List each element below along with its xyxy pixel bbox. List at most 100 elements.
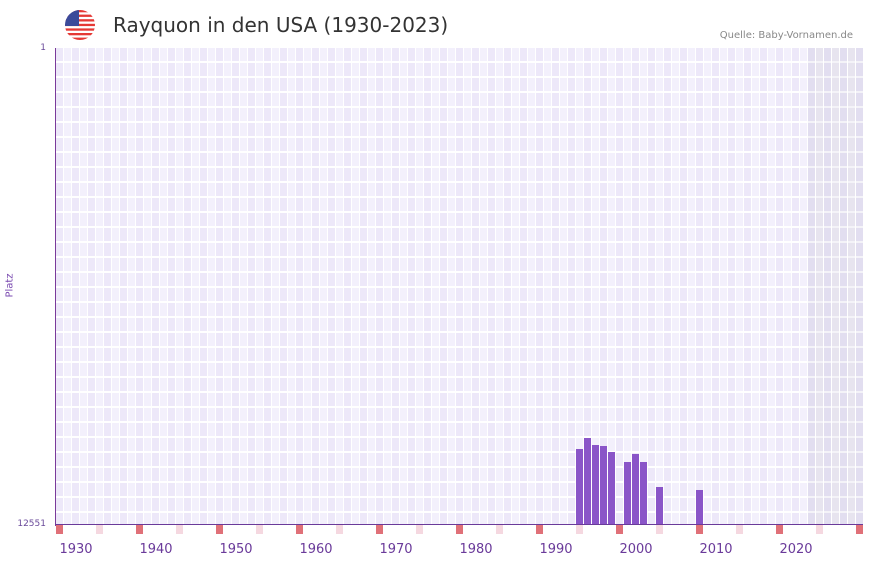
grid-column: [160, 48, 167, 525]
grid-column: [648, 48, 655, 525]
x-tick-label: 1990: [539, 542, 573, 557]
grid-column: [80, 48, 87, 525]
x-tick-label: 1930: [59, 542, 93, 557]
grid-column: [248, 48, 255, 525]
grid-column: [760, 48, 767, 525]
grid-column: [800, 48, 807, 525]
bar-2003[interactable]: [656, 486, 663, 525]
bar-1997[interactable]: [608, 451, 615, 525]
grid-column: [848, 48, 855, 525]
grid-column: [72, 48, 79, 525]
grid-column: [152, 48, 159, 525]
grid-column: [208, 48, 215, 525]
grid-column: [808, 48, 815, 525]
grid-column: [544, 48, 551, 525]
grid-column: [736, 48, 743, 525]
grid-column: [816, 48, 823, 525]
grid-column: [288, 48, 295, 525]
x-tick-label: 2020: [779, 542, 813, 557]
bar-1993[interactable]: [576, 448, 583, 525]
year-marker: [576, 525, 583, 534]
grid-column: [328, 48, 335, 525]
grid-column: [504, 48, 511, 525]
y-axis-label: Platz: [4, 273, 16, 298]
grid-column: [576, 48, 583, 525]
bar-2000[interactable]: [632, 454, 639, 525]
grid-column: [752, 48, 759, 525]
grid-column: [168, 48, 175, 525]
grid-column: [696, 48, 703, 525]
grid-column: [424, 48, 431, 525]
grid-column: [584, 48, 591, 525]
us-flag-icon: [65, 10, 95, 40]
grid-column: [296, 48, 303, 525]
grid-column: [312, 48, 319, 525]
grid-column: [672, 48, 679, 525]
grid-column: [568, 48, 575, 525]
x-tick-label: 1980: [459, 542, 493, 557]
year-marker: [656, 525, 663, 534]
grid-column: [400, 48, 407, 525]
grid-column: [856, 48, 863, 525]
bar-1995[interactable]: [592, 444, 599, 525]
year-marker: [256, 525, 263, 534]
grid-column: [608, 48, 615, 525]
grid-column: [656, 48, 663, 525]
grid-column: [56, 48, 63, 525]
bar-1999[interactable]: [624, 461, 631, 525]
grid-column: [464, 48, 471, 525]
x-tick-label: 1950: [219, 542, 253, 557]
grid-column: [560, 48, 567, 525]
grid-column: [632, 48, 639, 525]
grid-column: [616, 48, 623, 525]
grid-column: [360, 48, 367, 525]
grid-column: [120, 48, 127, 525]
bar-1996[interactable]: [600, 446, 607, 525]
grid-column: [368, 48, 375, 525]
grid-column: [448, 48, 455, 525]
y-axis: [55, 48, 56, 526]
year-marker: [456, 525, 463, 534]
grid-column: [112, 48, 119, 525]
source-link[interactable]: Quelle: Baby-Vornamen.de: [719, 30, 853, 41]
grid-column: [216, 48, 223, 525]
year-marker: [416, 525, 423, 534]
grid-column: [824, 48, 831, 525]
grid-column: [96, 48, 103, 525]
grid-column: [784, 48, 791, 525]
year-marker: [816, 525, 823, 534]
grid-column: [688, 48, 695, 525]
grid-column: [104, 48, 111, 525]
bar-1994[interactable]: [584, 437, 591, 525]
grid-column: [224, 48, 231, 525]
grid-column: [520, 48, 527, 525]
grid-column: [664, 48, 671, 525]
grid-column: [408, 48, 415, 525]
grid-column: [792, 48, 799, 525]
bar-2008[interactable]: [696, 489, 703, 525]
grid-column: [376, 48, 383, 525]
x-tick-label: 2000: [619, 542, 653, 557]
grid-column: [624, 48, 631, 525]
grid-column: [416, 48, 423, 525]
grid-column: [744, 48, 751, 525]
year-marker: [616, 525, 623, 534]
bar-2001[interactable]: [640, 461, 647, 525]
year-marker: [176, 525, 183, 534]
grid-column: [496, 48, 503, 525]
year-marker: [856, 525, 863, 534]
grid-column: [344, 48, 351, 525]
grid-column: [256, 48, 263, 525]
year-marker: [136, 525, 143, 534]
grid-column: [488, 48, 495, 525]
grid-column: [184, 48, 191, 525]
grid-column: [728, 48, 735, 525]
year-marker: [776, 525, 783, 534]
grid-column: [432, 48, 439, 525]
grid-column: [640, 48, 647, 525]
grid-column: [776, 48, 783, 525]
grid-column: [536, 48, 543, 525]
grid-column: [136, 48, 143, 525]
x-tick-label: 1940: [139, 542, 173, 557]
year-marker: [736, 525, 743, 534]
